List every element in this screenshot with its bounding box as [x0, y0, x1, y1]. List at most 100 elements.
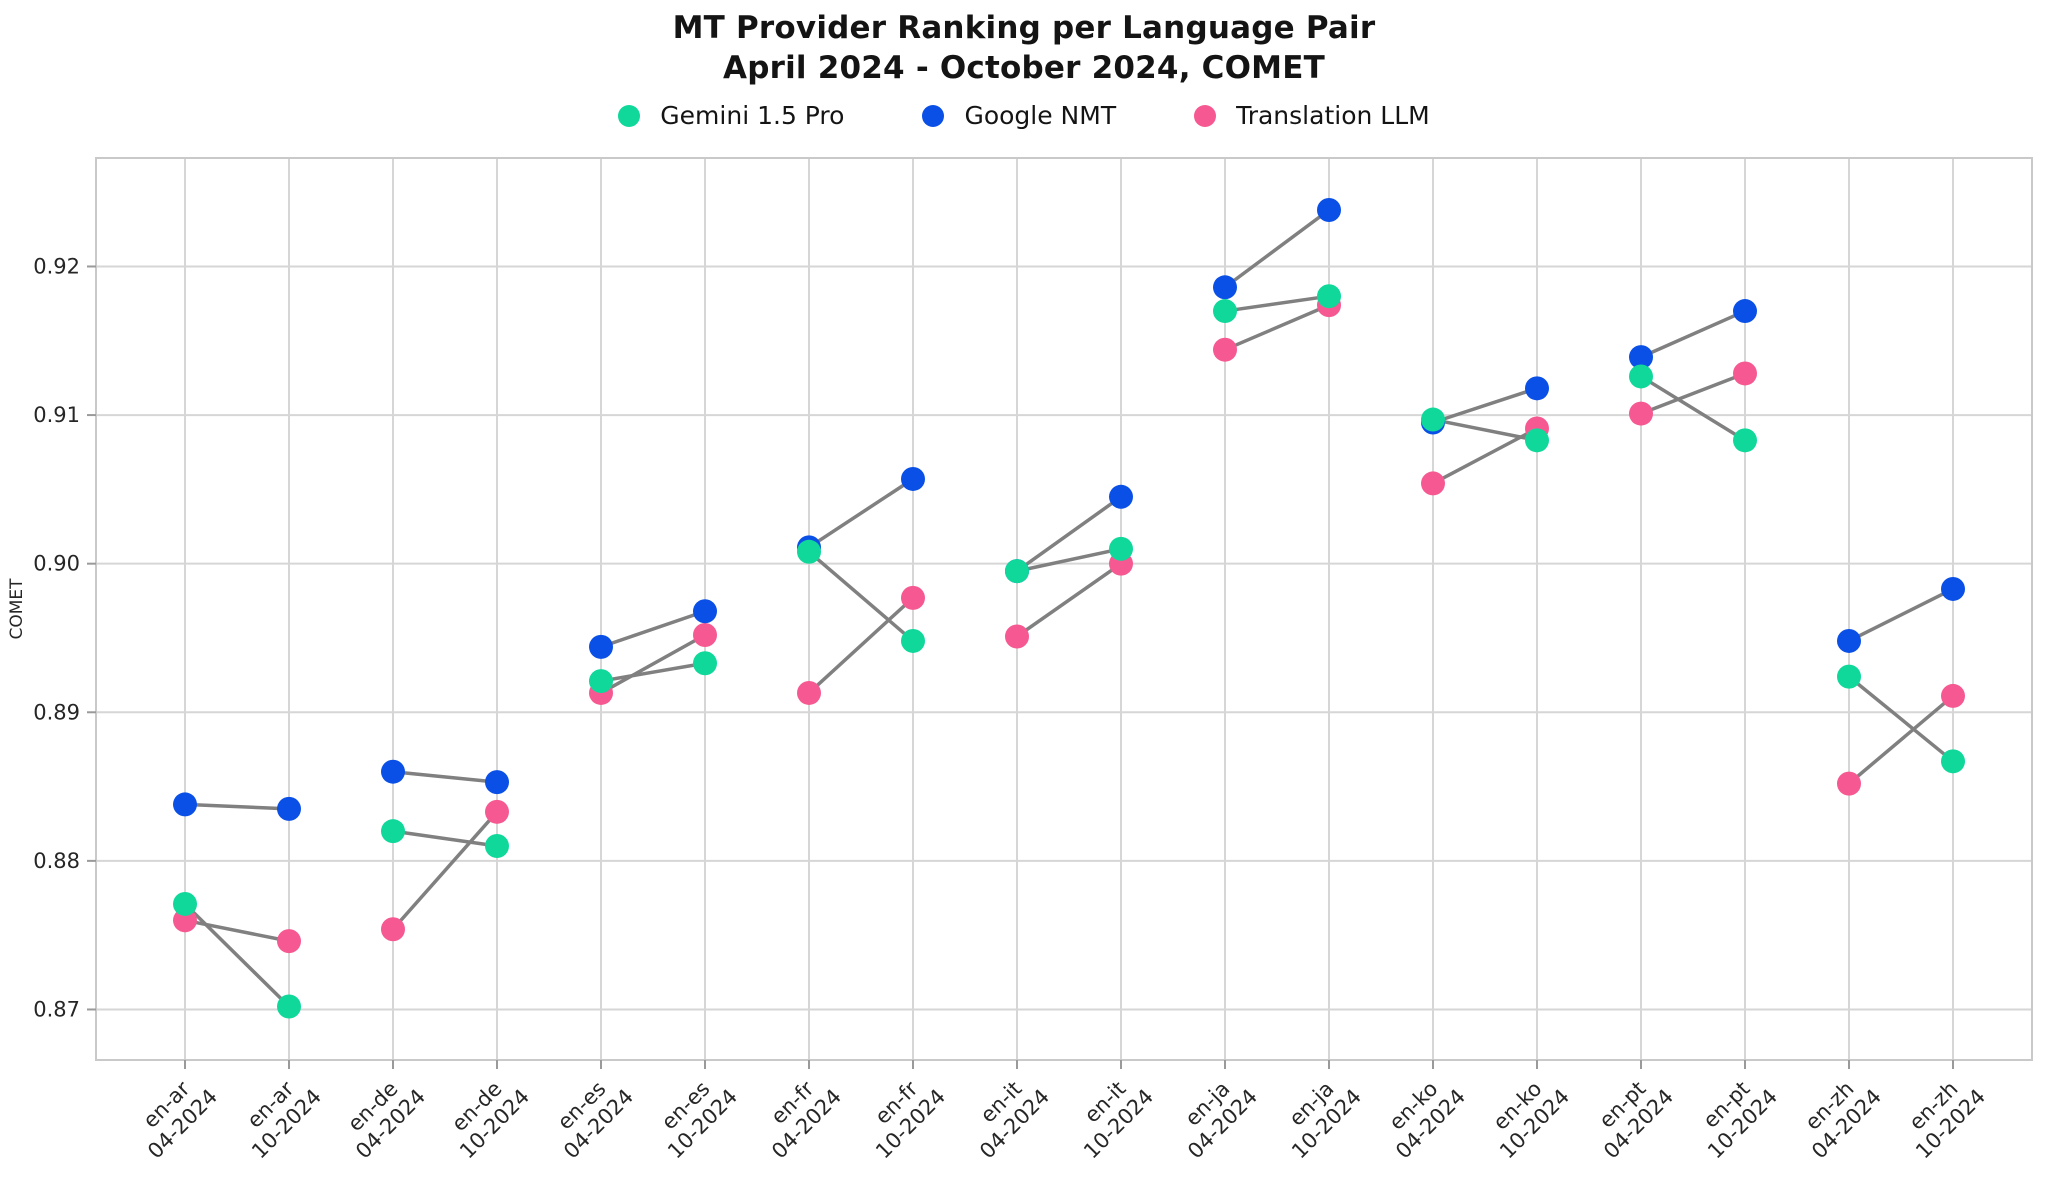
x-tick-label: en-fr04-2024 — [749, 1067, 846, 1164]
data-point-google-nmt-en-pt-10-2024 — [1733, 299, 1757, 324]
connector-line — [1016, 547, 1122, 573]
y-tick-label: 0.91 — [33, 403, 80, 427]
data-point-gemini-1-5-pro-en-de-10-2024 — [485, 834, 509, 859]
data-point-google-nmt-en-ar-10-2024 — [277, 796, 301, 821]
connector-line — [183, 902, 291, 1008]
y-tick-label: 0.92 — [33, 254, 80, 278]
data-point-translation-llm-en-de-04-2024 — [381, 917, 405, 942]
data-point-gemini-1-5-pro-en-ar-04-2024 — [173, 891, 197, 916]
data-point-google-nmt-en-zh-10-2024 — [1941, 576, 1965, 601]
data-point-gemini-1-5-pro-en-fr-04-2024 — [797, 539, 821, 564]
legend-marker-translation-llm-icon — [1194, 104, 1217, 127]
data-point-gemini-1-5-pro-en-ja-04-2024 — [1213, 299, 1237, 324]
x-tick-label: en-ar04-2024 — [125, 1067, 222, 1164]
legend-label-translation-llm: Translation LLM — [1236, 101, 1430, 130]
connector-line — [1015, 495, 1123, 573]
connector-line — [1640, 374, 1746, 442]
x-tick-label: en-it10-2024 — [1061, 1067, 1158, 1164]
connector-line — [1432, 386, 1538, 425]
data-point-gemini-1-5-pro-en-ar-10-2024 — [277, 994, 301, 1019]
x-tick-label: en-de10-2024 — [437, 1067, 534, 1164]
legend-item-translation-llm: Translation LLM — [1194, 103, 1430, 128]
y-tick-label: 0.89 — [33, 700, 80, 724]
data-point-google-nmt-en-it-10-2024 — [1109, 484, 1133, 509]
data-point-google-nmt-en-ko-10-2024 — [1525, 376, 1549, 401]
data-point-translation-llm-en-fr-10-2024 — [901, 585, 925, 610]
data-point-gemini-1-5-pro-en-ko-04-2024 — [1421, 407, 1445, 432]
connector-line — [600, 661, 706, 683]
connector-line — [392, 829, 498, 848]
data-point-translation-llm-en-de-10-2024 — [485, 799, 509, 824]
y-axis-label: COMET — [7, 578, 27, 640]
connector-line — [1640, 309, 1746, 359]
connector-line — [600, 609, 706, 649]
x-tick-label: en-it04-2024 — [957, 1067, 1054, 1164]
x-tick-label: en-ja04-2024 — [1165, 1067, 1262, 1164]
legend-label-gemini: Gemini 1.5 Pro — [660, 101, 845, 130]
plot-border — [95, 157, 2033, 1061]
connector-line — [1848, 587, 1954, 643]
x-tick-label: en-es04-2024 — [541, 1067, 638, 1164]
connector-line — [808, 477, 914, 549]
data-point-gemini-1-5-pro-en-ko-10-2024 — [1525, 428, 1549, 453]
x-tick-label: en-de04-2024 — [333, 1067, 430, 1164]
data-point-gemini-1-5-pro-en-it-04-2024 — [1005, 559, 1029, 584]
connector-line — [1224, 303, 1330, 352]
data-point-google-nmt-en-es-04-2024 — [589, 634, 613, 659]
data-point-google-nmt-en-pt-04-2024 — [1629, 345, 1653, 370]
legend-marker-gemini-icon — [618, 104, 641, 127]
connector-line — [1847, 694, 1955, 785]
connector-line — [184, 918, 290, 943]
x-tick-label: en-zh10-2024 — [1893, 1067, 1990, 1164]
connector-line — [391, 810, 499, 931]
data-point-gemini-1-5-pro-en-zh-04-2024 — [1837, 664, 1861, 689]
data-point-gemini-1-5-pro-en-it-10-2024 — [1109, 536, 1133, 561]
connector-line — [600, 633, 706, 695]
data-point-google-nmt-en-fr-10-2024 — [901, 466, 925, 491]
connector-line — [1432, 426, 1538, 485]
data-point-translation-llm-en-zh-10-2024 — [1941, 683, 1965, 708]
data-point-gemini-1-5-pro-en-zh-10-2024 — [1941, 749, 1965, 774]
y-tick-label: 0.87 — [33, 997, 80, 1021]
chart-subtitle: April 2024 - October 2024, COMET — [723, 50, 1325, 86]
x-tick-label: en-ko10-2024 — [1477, 1067, 1574, 1164]
data-point-translation-llm-en-fr-04-2024 — [797, 680, 821, 705]
connector-line — [184, 802, 290, 811]
data-point-gemini-1-5-pro-en-ja-10-2024 — [1317, 284, 1341, 309]
x-tick-label: en-pt10-2024 — [1685, 1067, 1782, 1164]
data-point-translation-llm-en-ja-04-2024 — [1213, 337, 1237, 362]
data-point-gemini-1-5-pro-en-de-04-2024 — [381, 819, 405, 844]
data-point-translation-llm-en-ar-10-2024 — [277, 929, 301, 954]
data-point-google-nmt-en-ar-04-2024 — [173, 792, 197, 817]
legend-marker-google-nmt-icon — [922, 104, 945, 127]
data-point-gemini-1-5-pro-en-fr-10-2024 — [901, 628, 925, 653]
data-point-translation-llm-en-zh-04-2024 — [1837, 771, 1861, 796]
connector-line — [807, 596, 915, 695]
x-tick-label: en-ja10-2024 — [1269, 1067, 1366, 1164]
data-point-translation-llm-en-it-04-2024 — [1005, 624, 1029, 649]
y-tick-label: 0.88 — [33, 849, 80, 873]
legend: Gemini 1.5 Pro Google NMT Translation LL… — [0, 103, 2048, 128]
y-tick-label: 0.90 — [33, 552, 80, 576]
data-point-gemini-1-5-pro-en-es-10-2024 — [693, 651, 717, 676]
connector-line — [1223, 208, 1331, 289]
data-point-google-nmt-en-de-10-2024 — [485, 770, 509, 795]
data-point-translation-llm-en-pt-10-2024 — [1733, 361, 1757, 386]
x-tick-label: en-ko04-2024 — [1373, 1067, 1470, 1164]
chart-header: MT Provider Ranking per Language Pair Ap… — [0, 8, 2048, 88]
data-point-translation-llm-en-es-10-2024 — [693, 623, 717, 648]
connector-line — [1847, 675, 1955, 763]
connector-line — [807, 550, 915, 643]
legend-label-google-nmt: Google NMT — [964, 101, 1117, 130]
legend-item-gemini: Gemini 1.5 Pro — [618, 103, 844, 128]
data-point-gemini-1-5-pro-en-pt-10-2024 — [1733, 428, 1757, 453]
data-point-gemini-1-5-pro-en-es-04-2024 — [589, 669, 613, 694]
connector-line — [1224, 294, 1330, 313]
data-point-translation-llm-en-pt-04-2024 — [1629, 401, 1653, 426]
connector-line — [1640, 371, 1746, 416]
data-point-translation-llm-en-ko-04-2024 — [1421, 471, 1445, 496]
legend-item-google-nmt: Google NMT — [922, 103, 1116, 128]
data-point-google-nmt-en-ja-04-2024 — [1213, 275, 1237, 300]
